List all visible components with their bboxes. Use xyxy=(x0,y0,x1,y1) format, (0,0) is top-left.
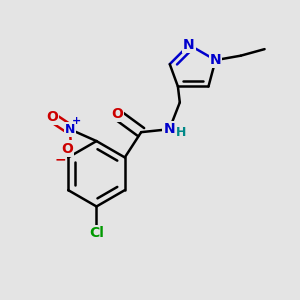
Text: −: − xyxy=(55,152,67,166)
Text: Cl: Cl xyxy=(89,226,104,240)
Text: N: N xyxy=(64,123,75,136)
Text: H: H xyxy=(176,126,186,139)
Text: N: N xyxy=(183,38,195,52)
Text: O: O xyxy=(111,107,123,121)
Text: N: N xyxy=(164,122,175,136)
Text: O: O xyxy=(61,142,73,155)
Text: N: N xyxy=(210,53,221,67)
Text: +: + xyxy=(72,116,81,126)
Text: O: O xyxy=(46,110,58,124)
